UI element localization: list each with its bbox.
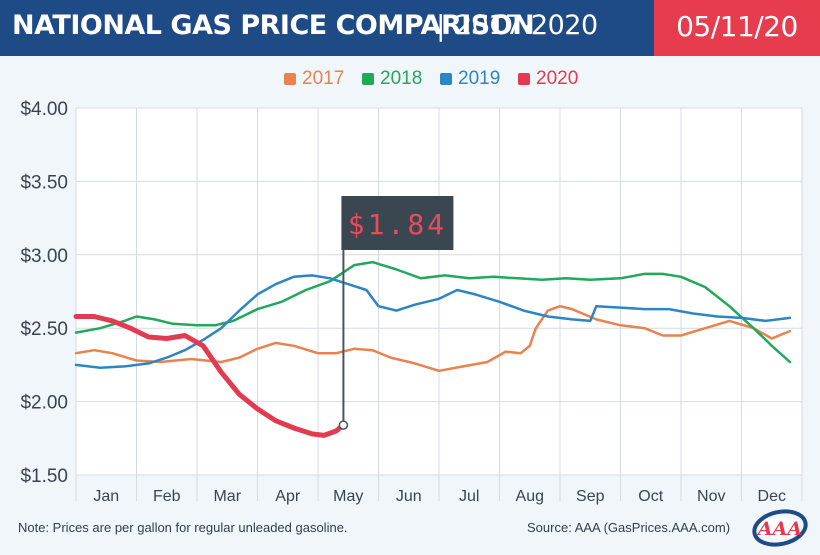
y-tick-label: $2.00 [20,393,68,414]
chart-title: NATIONAL GAS PRICE COMPARISON [12,10,535,41]
date-badge: 05/11/20 [654,0,820,56]
x-tick-label: May [333,488,363,505]
legend-swatch [362,73,374,85]
title-separator: | [436,9,446,42]
header-bar: NATIONAL GAS PRICE COMPARISON | 2017-202… [0,0,820,56]
chart-legend: 2017 2018 2019 2020 [0,67,820,91]
y-tick-label: $3.50 [20,172,68,193]
annotation-box [341,196,454,250]
x-tick-label: Mar [213,488,241,505]
y-tick-label: $4.00 [20,99,68,120]
x-tick-label: Feb [153,488,181,505]
series-line-2020 [73,314,346,438]
legend-label: 2020 [536,68,579,89]
y-tick-label: $1.50 [20,466,68,487]
legend-item-2019: 2019 [440,67,500,91]
annotation-label: $1.84 [348,208,447,241]
x-tick-label: Aug [516,488,544,505]
footnote: Note: Prices are per gallon for regular … [18,520,348,535]
x-tick-label: Jan [93,488,119,505]
x-tick-label: Jun [396,488,422,505]
legend-label: 2017 [302,68,345,89]
legend-item-2017: 2017 [284,67,344,91]
series-line-2018 [74,260,792,364]
x-tick-label: Apr [275,488,301,505]
logo-text: AAA [756,518,802,540]
x-tick-label: Dec [758,488,786,505]
x-tick-label: Nov [697,488,725,505]
legend-label: 2018 [380,68,423,89]
legend-item-2020: 2020 [518,67,578,91]
source-credit: Source: AAA (GasPrices.AAA.com) [527,520,731,535]
x-tick-label: Oct [638,488,663,505]
legend-swatch [518,73,530,85]
legend-item-2018: 2018 [362,67,422,91]
y-tick-label: $2.50 [20,319,68,340]
date-text: 05/11/20 [676,10,798,43]
series-line-2017 [74,304,792,373]
legend-swatch [440,73,452,85]
legend-swatch [284,73,296,85]
x-tick-label: Sep [576,488,605,505]
legend-label: 2019 [458,68,501,89]
annotation-marker [338,420,349,430]
x-tick-label: Jul [459,488,479,505]
chart-years: 2017-2020 [455,10,598,41]
aaa-logo: AAA [752,509,808,547]
y-tick-label: $3.00 [20,246,68,267]
